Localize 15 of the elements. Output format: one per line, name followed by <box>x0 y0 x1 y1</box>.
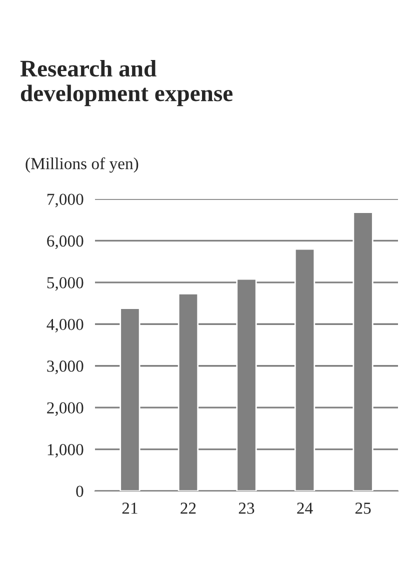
x-tick-label: 23 <box>238 502 254 514</box>
y-tick-label: 3,000 <box>47 360 84 374</box>
y-tick-label: 5,000 <box>47 277 84 291</box>
x-tick-label: 21 <box>122 502 138 514</box>
x-tick-label: 24 <box>297 502 313 514</box>
y-tick-label: 7,000 <box>47 194 84 208</box>
x-tick-label: 25 <box>355 502 371 514</box>
y-tick-label: 0 <box>76 486 84 497</box>
y-tick-label: 2,000 <box>47 402 84 416</box>
y-tick-label: 1,000 <box>48 444 84 458</box>
y-tick-label: 6,000 <box>47 235 84 250</box>
y-axis-title: (Millions of yen) <box>26 157 138 173</box>
y-tick-label: 4,000 <box>46 318 84 332</box>
chart-title: Research and development expense <box>20 60 233 106</box>
x-tick-label: 22 <box>180 502 196 514</box>
